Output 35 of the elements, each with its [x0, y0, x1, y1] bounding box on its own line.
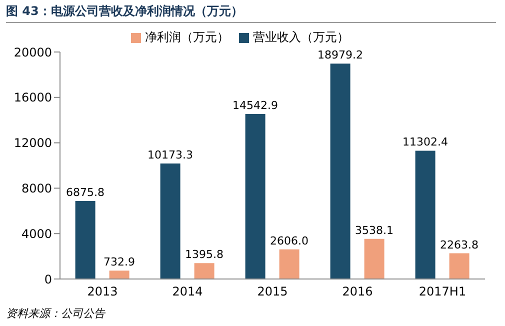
legend-label: 净利润（万元） [145, 30, 229, 44]
bar [279, 249, 300, 279]
chart-title: 图 43：电源公司营收及净利润情况（万元） [6, 3, 496, 23]
bar [330, 64, 350, 279]
text: 18979.2 [318, 48, 364, 62]
text: 732.9 [104, 256, 136, 269]
y-tick-label: 4000 [21, 226, 52, 241]
bar [364, 238, 384, 279]
x-tick-label: 2013 [87, 284, 118, 299]
y-tick-label: 16000 [14, 90, 52, 105]
x-tick-label: 2015 [257, 284, 288, 299]
text: 11302.4 [402, 136, 448, 149]
bar [194, 263, 214, 279]
text: 1395.8 [185, 248, 224, 262]
text: 2606.0 [270, 234, 309, 248]
y-tick-label: 20000 [14, 45, 52, 60]
y-tick-label: 8000 [21, 181, 52, 196]
bar [75, 200, 96, 279]
bar [245, 114, 266, 279]
text: 14542.9 [232, 98, 278, 112]
text: 6875.8 [66, 186, 105, 199]
text: 10173.3 [148, 148, 194, 162]
x-tick-label: 2014 [172, 284, 203, 299]
bar [449, 253, 470, 279]
legend-label: 营业收入（万元） [253, 30, 349, 44]
text: 3538.1 [355, 224, 394, 237]
bar [109, 270, 130, 279]
bar [160, 164, 180, 279]
y-tick-label: 0 [44, 272, 52, 286]
text: 2263.8 [440, 238, 479, 252]
text: 资料来源：公司公告 [6, 306, 105, 321]
y-tick-label: 12000 [14, 136, 52, 150]
bar [415, 150, 436, 279]
x-tick-label: 2017H1 [418, 284, 466, 299]
x-tick-label: 2016 [342, 284, 373, 299]
